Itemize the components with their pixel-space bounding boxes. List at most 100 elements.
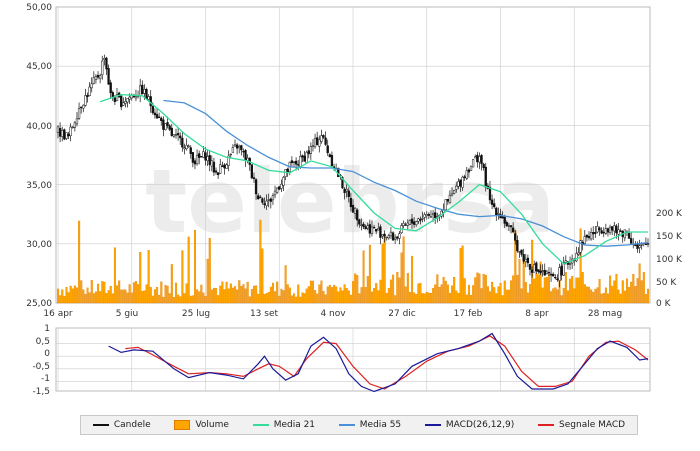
volume-bar-200 [478, 273, 481, 304]
volume-bar-192 [461, 245, 464, 304]
candle-body [82, 104, 85, 109]
candle-196 [469, 165, 473, 171]
candle-body [189, 147, 192, 154]
legend-item-volume[interactable]: Volume [174, 420, 229, 430]
candle-0 [56, 125, 60, 139]
candle-205 [488, 180, 492, 204]
candle-body [299, 156, 302, 167]
macd-tick-1: 0,5 [36, 337, 50, 347]
candle-body [208, 155, 211, 165]
candle-9 [75, 112, 79, 127]
candle-150 [372, 224, 376, 229]
candle-body [278, 186, 281, 190]
candle-77 [219, 158, 222, 174]
candle-155 [383, 230, 386, 243]
candle-198 [474, 154, 477, 159]
volume-bar-35 [130, 292, 133, 304]
volume-bar-23 [105, 293, 108, 304]
candle-195 [467, 168, 471, 178]
candle-body [301, 155, 304, 158]
volume-bar-184 [444, 280, 447, 304]
volume-bar-3 [63, 295, 66, 304]
volume-bar-112 [293, 293, 296, 304]
candle-body [187, 145, 190, 148]
candle-216 [511, 222, 515, 234]
volume-bar-116 [301, 292, 304, 304]
volume-bar-91 [248, 296, 251, 304]
candle-body [103, 58, 106, 61]
candle-body [294, 160, 298, 165]
volume-bar-245 [573, 288, 576, 304]
candle-body [151, 105, 154, 114]
legend-item-signal[interactable]: Segnale MACD [538, 420, 625, 430]
legend-item-ma55[interactable]: Media 55 [338, 420, 401, 430]
candle-body [63, 129, 66, 140]
candle-body [290, 160, 294, 163]
volume-bar-202 [482, 274, 485, 304]
volume-bar-162 [398, 277, 401, 304]
legend-item-candles[interactable]: Candele [92, 420, 151, 430]
candle-body [162, 119, 165, 130]
volume-bar-207 [493, 287, 496, 304]
candle-body [364, 226, 367, 230]
legend-item-macd[interactable]: MACD(26,12,9) [424, 420, 514, 430]
candle-71 [206, 150, 209, 166]
candle-98 [263, 197, 266, 209]
candle-body [297, 164, 300, 166]
candle-75 [214, 167, 218, 175]
candle-body [476, 154, 479, 163]
candle-body [181, 137, 184, 148]
volume-bar-139 [349, 294, 352, 304]
candle-body [606, 228, 610, 233]
volume-bar-71 [206, 258, 209, 304]
candle-213 [505, 220, 508, 227]
candle-body [564, 260, 567, 263]
candle-body [101, 60, 104, 76]
candle-body [259, 196, 262, 199]
volume-bar-254 [592, 291, 595, 304]
volume-bar-222 [524, 282, 527, 304]
candle-125 [320, 129, 323, 144]
candle-body [598, 227, 601, 231]
volume-bar-111 [290, 295, 293, 304]
volume-bar-13 [84, 294, 87, 304]
candle-body [71, 126, 74, 129]
candle-31 [122, 97, 125, 106]
volume-bar-39 [139, 251, 142, 304]
volume-tick-3: 50 K [656, 278, 677, 288]
macd-panel: 1 0,5 0 -0,5 -1 -1,5 [32, 324, 651, 397]
candle-body [157, 116, 161, 118]
volume-bar-233 [548, 274, 551, 304]
volume-bar-181 [438, 286, 441, 304]
candle-body [244, 150, 247, 161]
candle-body [172, 134, 176, 137]
candle-23 [105, 56, 108, 76]
candle-152 [377, 222, 380, 231]
candle-107 [282, 176, 285, 192]
candle-body [183, 147, 186, 150]
legend-item-ma21[interactable]: Media 21 [252, 420, 315, 430]
date-x-axis: 16 apr 5 giu 25 lug 13 set 4 nov 27 dic … [43, 309, 622, 319]
candle-body [372, 227, 376, 229]
candle-body [524, 259, 527, 262]
volume-bar-106 [280, 288, 283, 304]
candle-149 [370, 220, 374, 237]
volume-bar-269 [623, 290, 626, 304]
volume-bar-272 [630, 281, 633, 304]
candle-18 [94, 74, 98, 84]
volume-bar-256 [596, 287, 599, 304]
volume-bar-78 [221, 281, 224, 304]
candle-body [583, 236, 586, 244]
volume-bar-15 [88, 292, 91, 304]
candle-body [615, 225, 618, 234]
candle-body [235, 144, 239, 149]
price-y-axis: 50,00 45,00 40,00 35,00 30,00 25,00 [26, 3, 52, 309]
candle-body [265, 200, 268, 206]
candle-144 [360, 218, 363, 231]
volume-bar-6 [69, 285, 72, 304]
candle-body [408, 220, 412, 225]
volume-bar-44 [149, 287, 152, 304]
volume-swatch [174, 420, 191, 430]
candle-body [326, 145, 329, 154]
candle-21 [101, 55, 104, 80]
